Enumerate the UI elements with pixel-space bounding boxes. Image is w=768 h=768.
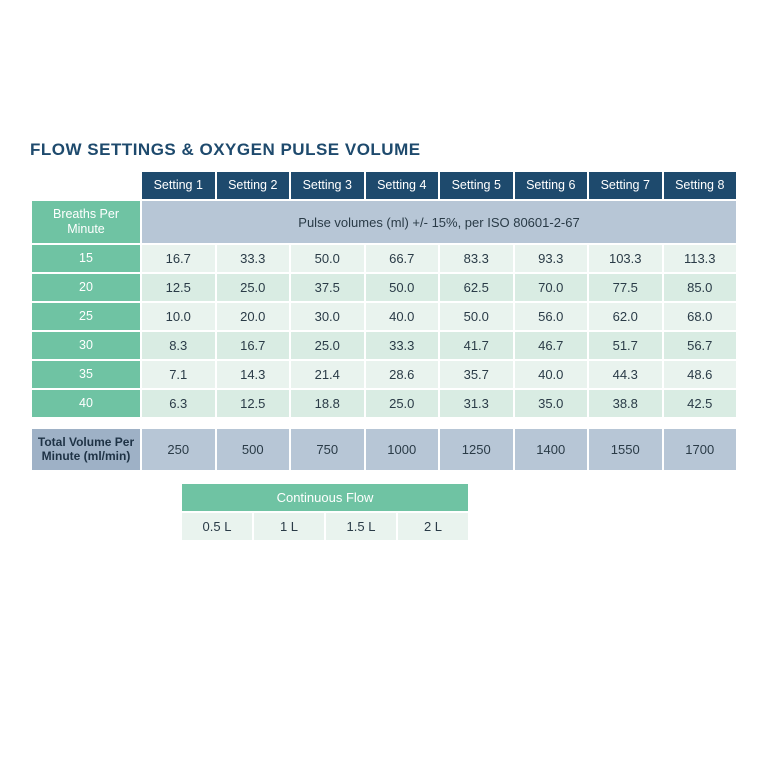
col-header: Setting 8 — [664, 172, 737, 199]
cell: 40.0 — [515, 361, 588, 388]
cell: 113.3 — [664, 245, 737, 272]
cell: 25.0 — [366, 390, 439, 417]
cell: 12.5 — [217, 390, 290, 417]
cell: 12.5 — [142, 274, 215, 301]
total-label: Total Volume Per Minute (ml/min) — [32, 429, 140, 470]
cell: 37.5 — [291, 274, 364, 301]
continuous-cell: 1.5 L — [326, 513, 396, 540]
cell: 25.0 — [217, 274, 290, 301]
col-header: Setting 5 — [440, 172, 513, 199]
cell: 33.3 — [366, 332, 439, 359]
total-cell: 1250 — [440, 429, 513, 470]
cell: 103.3 — [589, 245, 662, 272]
cell: 40.0 — [366, 303, 439, 330]
table-row: 25 10.0 20.0 30.0 40.0 50.0 56.0 62.0 68… — [32, 303, 736, 330]
total-cell: 1700 — [664, 429, 737, 470]
col-header: Setting 4 — [366, 172, 439, 199]
cell: 35.0 — [515, 390, 588, 417]
cell: 14.3 — [217, 361, 290, 388]
table-row: 20 12.5 25.0 37.5 50.0 62.5 70.0 77.5 85… — [32, 274, 736, 301]
total-cell: 500 — [217, 429, 290, 470]
col-header: Setting 2 — [217, 172, 290, 199]
cell: 50.0 — [440, 303, 513, 330]
col-header: Setting 7 — [589, 172, 662, 199]
cell: 42.5 — [664, 390, 737, 417]
total-cell: 1550 — [589, 429, 662, 470]
table-row: 35 7.1 14.3 21.4 28.6 35.7 40.0 44.3 48.… — [32, 361, 736, 388]
cell: 21.4 — [291, 361, 364, 388]
row-label: 20 — [32, 274, 140, 301]
col-header: Setting 6 — [515, 172, 588, 199]
cell: 18.8 — [291, 390, 364, 417]
cell: 56.0 — [515, 303, 588, 330]
cell: 62.5 — [440, 274, 513, 301]
cell: 44.3 — [589, 361, 662, 388]
header-row: Setting 1 Setting 2 Setting 3 Setting 4 … — [32, 172, 736, 199]
continuous-flow-block: Continuous Flow 0.5 L 1 L 1.5 L 2 L — [180, 482, 470, 542]
continuous-cell: 2 L — [398, 513, 468, 540]
cell: 62.0 — [589, 303, 662, 330]
continuous-flow-table: Continuous Flow 0.5 L 1 L 1.5 L 2 L — [180, 482, 470, 542]
cell: 85.0 — [664, 274, 737, 301]
col-header: Setting 1 — [142, 172, 215, 199]
continuous-cell: 1 L — [254, 513, 324, 540]
table-row: 30 8.3 16.7 25.0 33.3 41.7 46.7 51.7 56.… — [32, 332, 736, 359]
cell: 33.3 — [217, 245, 290, 272]
cell: 77.5 — [589, 274, 662, 301]
cell: 46.7 — [515, 332, 588, 359]
continuous-header: Continuous Flow — [182, 484, 468, 511]
cell: 66.7 — [366, 245, 439, 272]
row-label: 35 — [32, 361, 140, 388]
cell: 51.7 — [589, 332, 662, 359]
spacer — [32, 419, 736, 427]
cell: 7.1 — [142, 361, 215, 388]
total-cell: 750 — [291, 429, 364, 470]
table-caption: Pulse volumes (ml) +/- 15%, per ISO 8060… — [142, 201, 736, 243]
row-label: 40 — [32, 390, 140, 417]
cell: 16.7 — [142, 245, 215, 272]
cell: 83.3 — [440, 245, 513, 272]
total-cell: 250 — [142, 429, 215, 470]
blank-corner — [32, 172, 140, 199]
total-cell: 1400 — [515, 429, 588, 470]
table-row: 15 16.7 33.3 50.0 66.7 83.3 93.3 103.3 1… — [32, 245, 736, 272]
totals-row: Total Volume Per Minute (ml/min) 250 500… — [32, 429, 736, 470]
cell: 38.8 — [589, 390, 662, 417]
cell: 30.0 — [291, 303, 364, 330]
cell: 68.0 — [664, 303, 737, 330]
page-title: FLOW SETTINGS & OXYGEN PULSE VOLUME — [30, 140, 738, 160]
col-header: Setting 3 — [291, 172, 364, 199]
flow-table: Setting 1 Setting 2 Setting 3 Setting 4 … — [30, 170, 738, 472]
cell: 8.3 — [142, 332, 215, 359]
cell: 20.0 — [217, 303, 290, 330]
cell: 50.0 — [366, 274, 439, 301]
cell: 56.7 — [664, 332, 737, 359]
total-cell: 1000 — [366, 429, 439, 470]
row-label: 15 — [32, 245, 140, 272]
row-label: 30 — [32, 332, 140, 359]
cell: 35.7 — [440, 361, 513, 388]
cell: 6.3 — [142, 390, 215, 417]
cell: 16.7 — [217, 332, 290, 359]
continuous-cell: 0.5 L — [182, 513, 252, 540]
left-header: Breaths Per Minute — [32, 201, 140, 243]
cell: 50.0 — [291, 245, 364, 272]
table-row: 40 6.3 12.5 18.8 25.0 31.3 35.0 38.8 42.… — [32, 390, 736, 417]
row-label: 25 — [32, 303, 140, 330]
cell: 10.0 — [142, 303, 215, 330]
cell: 31.3 — [440, 390, 513, 417]
cell: 25.0 — [291, 332, 364, 359]
cell: 41.7 — [440, 332, 513, 359]
cell: 48.6 — [664, 361, 737, 388]
cell: 28.6 — [366, 361, 439, 388]
cell: 93.3 — [515, 245, 588, 272]
cell: 70.0 — [515, 274, 588, 301]
caption-row: Breaths Per Minute Pulse volumes (ml) +/… — [32, 201, 736, 243]
